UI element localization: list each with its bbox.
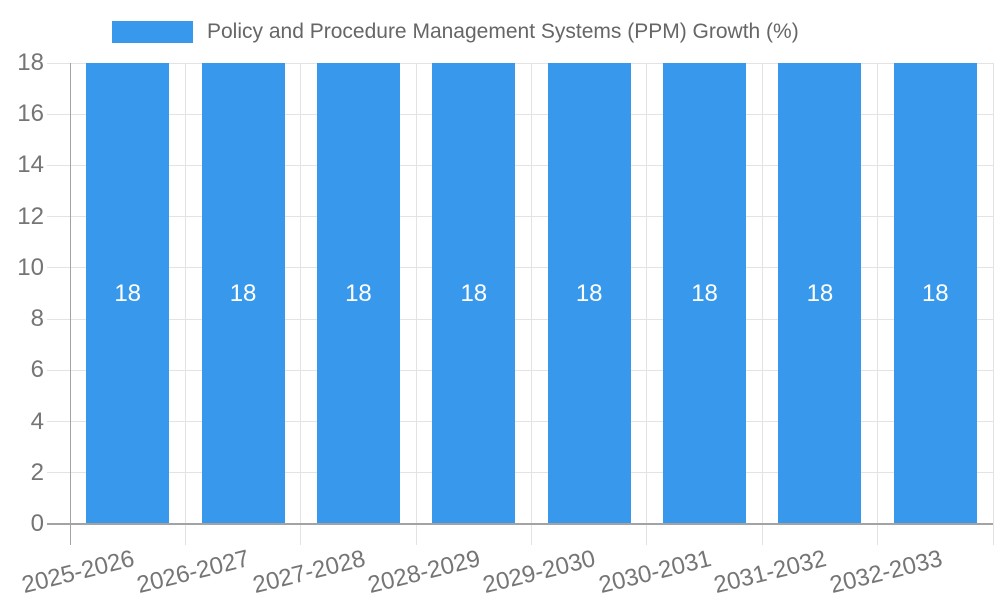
y-gridline (47, 113, 993, 115)
y-tick-label: 8 (30, 305, 44, 333)
x-tick-label-text: 2028-2029 (365, 545, 484, 599)
x-gridline (877, 63, 879, 545)
y-tick-label: 16 (17, 100, 44, 128)
x-gridline (300, 63, 302, 545)
y-gridline (47, 267, 993, 269)
bar[interactable] (663, 63, 747, 524)
bar[interactable] (893, 63, 977, 524)
bar[interactable] (432, 63, 516, 524)
bar[interactable] (778, 63, 862, 524)
x-gridline (531, 63, 532, 545)
legend-swatch (112, 21, 193, 43)
y-gridline (47, 164, 993, 166)
bar-value-label: 18 (229, 279, 257, 307)
bar-value-label: 18 (345, 279, 372, 307)
x-gridline (646, 63, 648, 545)
y-tick-label: 10 (17, 253, 44, 281)
x-tick-label-text: 2025-2026 (19, 545, 137, 599)
x-gridline (184, 63, 186, 545)
bar-value-label: 18 (575, 279, 603, 307)
x-gridline (69, 63, 71, 545)
y-tick-label: 0 (30, 510, 44, 537)
bar[interactable] (86, 63, 170, 524)
x-tick-label-text: 2031-2032 (711, 545, 830, 599)
x-tick-label-text: 2026-2027 (134, 545, 253, 599)
y-gridline (47, 421, 993, 423)
bar[interactable] (316, 63, 400, 524)
bar-value-label: 18 (921, 279, 949, 307)
legend-item[interactable]: Policy and Procedure Management Systems … (112, 21, 799, 43)
x-gridline (415, 63, 417, 545)
x-tick-label-text: 2027-2028 (249, 545, 368, 599)
x-axis-line (47, 523, 993, 525)
bar-value-label: 18 (806, 279, 834, 307)
y-tick-label: 14 (17, 151, 44, 179)
legend-label: Policy and Procedure Management Systems … (207, 20, 799, 43)
x-gridline (761, 63, 763, 545)
y-tick-label: 6 (30, 356, 44, 384)
x-gridline (992, 63, 994, 545)
bar-value-label: 18 (691, 279, 718, 307)
y-tick-label: 18 (17, 49, 44, 76)
y-gridline (47, 62, 993, 64)
bar[interactable] (547, 63, 631, 524)
x-tick-label-text: 2032-2033 (826, 545, 945, 599)
bar-value-label: 18 (114, 279, 142, 307)
y-tick-label: 12 (17, 202, 44, 230)
x-tick-label-text: 2030-2031 (595, 545, 714, 599)
bar-value-label: 18 (460, 279, 488, 307)
y-gridline (47, 318, 993, 320)
y-gridline (47, 369, 993, 371)
y-gridline (47, 472, 993, 474)
x-tick-label-text: 2029-2030 (480, 545, 599, 599)
bar[interactable] (201, 63, 285, 524)
y-gridline (47, 216, 993, 218)
y-tick-label: 4 (30, 407, 44, 435)
y-tick-label: 2 (30, 458, 44, 486)
